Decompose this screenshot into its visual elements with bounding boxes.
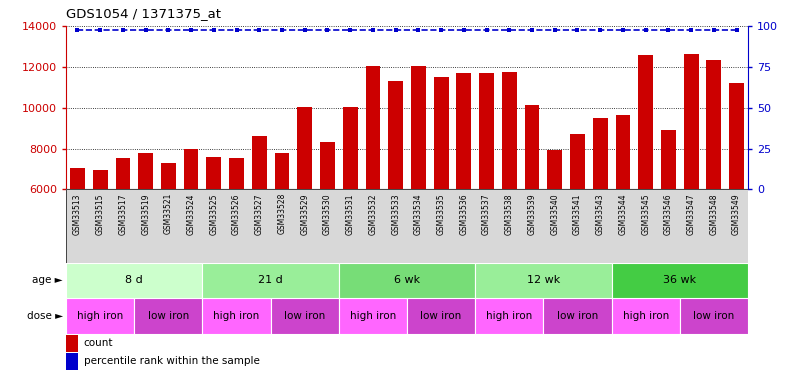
Text: GSM33532: GSM33532 [368,193,377,234]
Bar [547,150,562,312]
Text: high iron: high iron [486,311,533,321]
Text: low iron: low iron [421,311,462,321]
Text: 8 d: 8 d [126,275,143,285]
Bar [638,55,653,312]
Text: GSM33527: GSM33527 [255,193,264,234]
Bar [184,148,198,312]
Bar [115,158,131,312]
Text: percentile rank within the sample: percentile rank within the sample [84,357,260,366]
Bar [612,298,679,334]
Bar [593,118,608,312]
Text: low iron: low iron [147,311,189,321]
Text: low iron: low iron [285,311,326,321]
Bar [70,168,85,312]
Text: GSM33519: GSM33519 [141,193,150,234]
Text: GSM33533: GSM33533 [391,193,400,235]
Text: low iron: low iron [557,311,598,321]
Bar [66,262,202,298]
Text: GSM33540: GSM33540 [550,193,559,235]
Bar [66,298,135,334]
Bar [252,136,267,312]
Text: GSM33537: GSM33537 [482,193,491,235]
Text: GSM33536: GSM33536 [459,193,468,235]
Bar [271,298,339,334]
Bar [366,66,380,312]
Bar [339,298,407,334]
Bar [683,54,699,312]
Text: GSM33526: GSM33526 [232,193,241,234]
Text: GSM33534: GSM33534 [414,193,423,235]
Bar [679,298,748,334]
Text: age ►: age ► [32,275,63,285]
Text: GSM33515: GSM33515 [96,193,105,234]
Bar [202,298,271,334]
Bar [135,298,202,334]
Text: 12 wk: 12 wk [527,275,560,285]
Text: GSM33529: GSM33529 [301,193,310,234]
Text: GSM33545: GSM33545 [642,193,650,235]
Bar [729,83,744,312]
Text: low iron: low iron [693,311,734,321]
Bar [570,134,585,312]
Text: GSM33535: GSM33535 [437,193,446,235]
Bar [161,163,176,312]
Text: GSM33513: GSM33513 [73,193,82,234]
Bar [480,73,494,312]
Bar [411,66,426,312]
Bar [139,153,153,312]
Bar [543,298,612,334]
Text: 21 d: 21 d [258,275,283,285]
Bar [66,353,78,370]
Bar [66,335,78,352]
Bar [339,262,476,298]
Text: high iron: high iron [622,311,669,321]
Text: GSM33524: GSM33524 [187,193,196,234]
Text: count: count [84,339,114,348]
Text: GSM33521: GSM33521 [164,193,172,234]
Bar [476,262,612,298]
Text: GSM33547: GSM33547 [687,193,696,235]
Bar [476,298,543,334]
Text: high iron: high iron [77,311,123,321]
Bar [388,81,403,312]
Text: GSM33528: GSM33528 [277,193,286,234]
Text: GDS1054 / 1371375_at: GDS1054 / 1371375_at [66,7,221,20]
Bar [320,142,334,312]
Bar [525,105,539,312]
Bar [434,77,448,312]
Text: dose ►: dose ► [27,311,63,321]
Text: 6 wk: 6 wk [394,275,420,285]
Text: GSM33548: GSM33548 [709,193,718,234]
Text: GSM33517: GSM33517 [118,193,127,234]
Bar [661,130,675,312]
Text: GSM33546: GSM33546 [664,193,673,235]
Bar [297,107,312,312]
Text: GSM33544: GSM33544 [618,193,627,235]
Bar [616,115,630,312]
Bar [407,298,476,334]
Bar [343,107,358,312]
Bar [93,170,107,312]
Text: GSM33531: GSM33531 [346,193,355,234]
Bar [456,73,472,312]
Bar [612,262,748,298]
Text: GSM33530: GSM33530 [323,193,332,235]
Text: GSM33538: GSM33538 [505,193,513,234]
Text: GSM33549: GSM33549 [732,193,741,235]
Bar [707,60,721,312]
Bar [502,72,517,312]
Bar [275,153,289,312]
Bar [206,157,221,312]
Text: GSM33539: GSM33539 [528,193,537,235]
Bar [202,262,339,298]
Text: high iron: high iron [214,311,260,321]
Bar [229,158,244,312]
Text: GSM33525: GSM33525 [210,193,218,234]
Text: high iron: high iron [350,311,396,321]
Text: GSM33543: GSM33543 [596,193,604,235]
Text: 36 wk: 36 wk [663,275,696,285]
Text: GSM33541: GSM33541 [573,193,582,234]
